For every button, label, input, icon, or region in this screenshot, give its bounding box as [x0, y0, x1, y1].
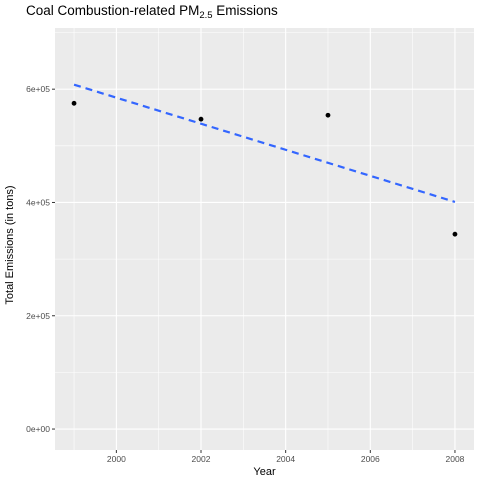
data-point: [71, 100, 77, 106]
y-tick-label: 4e+05: [26, 197, 50, 207]
y-tick-label: 0e+00: [26, 424, 50, 434]
x-tick-label: 2006: [361, 454, 380, 464]
x-axis: 2000 2002 2004 2006 2008: [107, 450, 465, 464]
chart-title-tail: Emissions: [213, 3, 279, 18]
data-point: [325, 112, 331, 118]
plot-panel: [55, 28, 474, 450]
grid-major: [55, 28, 474, 450]
chart-title-subscript: 2.5: [199, 10, 212, 21]
y-tick-label: 6e+05: [26, 84, 50, 94]
chart-title-main: Coal Combustion-related PM: [26, 3, 199, 18]
data-point: [198, 116, 204, 122]
y-axis: 0e+00 2e+05 4e+05 6e+05: [26, 84, 55, 434]
data-point: [452, 231, 458, 237]
y-axis-title: Total Emissions (in tons): [4, 185, 16, 304]
x-tick-label: 2004: [276, 454, 295, 464]
x-tick-label: 2000: [107, 454, 126, 464]
y-tick-label: 2e+05: [26, 311, 50, 321]
grid-minor: [55, 28, 474, 450]
x-tick-label: 2002: [192, 454, 211, 464]
chart-title: Coal Combustion-related PM2.5 Emissions: [26, 3, 278, 21]
x-axis-title: Year: [253, 466, 276, 478]
points-layer: [71, 100, 458, 237]
x-tick-label: 2008: [445, 454, 464, 464]
trend-line: [73, 83, 456, 203]
trend-layer: [73, 83, 456, 203]
